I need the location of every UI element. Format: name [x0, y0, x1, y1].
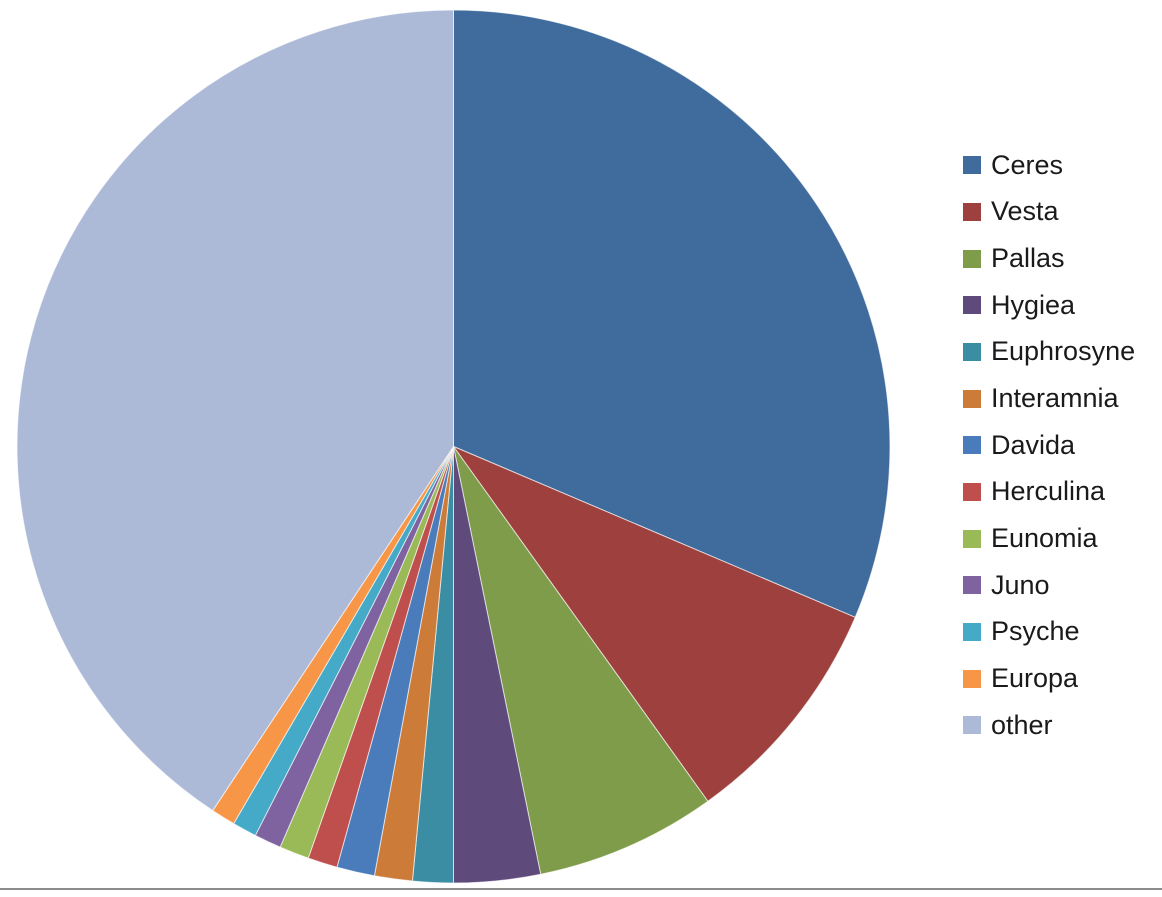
legend-item-other[interactable]: other [963, 702, 1135, 749]
legend-swatch-icon [963, 342, 981, 361]
legend-swatch-icon [963, 622, 981, 641]
pie-slice-ceres[interactable] [453, 9, 891, 618]
legend-item-label: Juno [991, 569, 1050, 600]
legend-swatch-icon [963, 249, 981, 268]
pie-slice-other[interactable] [16, 9, 454, 812]
legend-item-interamnia[interactable]: Interamnia [963, 375, 1135, 422]
legend-swatch-icon [963, 576, 981, 595]
legend-item-juno[interactable]: Juno [963, 562, 1135, 609]
legend-item-europa[interactable]: Europa [963, 655, 1135, 702]
legend-item-vesta[interactable]: Vesta [963, 189, 1135, 236]
legend-item-ceres[interactable]: Ceres [963, 142, 1135, 189]
legend-item-label: Hygiea [991, 289, 1076, 320]
legend-item-eunomia[interactable]: Eunomia [963, 515, 1135, 562]
legend-item-label: Davida [991, 429, 1076, 460]
pie-slice-pallas[interactable] [453, 446, 709, 875]
legend-item-davida[interactable]: Davida [963, 422, 1135, 469]
legend-item-label: Europa [991, 663, 1079, 694]
legend-item-hygiea[interactable]: Hygiea [963, 282, 1135, 329]
legend-swatch-icon [963, 296, 981, 315]
legend-swatch-icon [963, 482, 981, 501]
legend: Ceres Vesta Pallas Hygiea Euphrosyne Int… [963, 142, 1135, 749]
legend-swatch-icon [963, 529, 981, 548]
legend-item-pallas[interactable]: Pallas [963, 235, 1135, 282]
legend-item-label: Herculina [991, 476, 1106, 507]
legend-swatch-icon [963, 202, 981, 221]
legend-item-label: Euphrosyne [991, 336, 1136, 367]
legend-item-label: Vesta [991, 196, 1059, 227]
legend-item-psyche[interactable]: Psyche [963, 609, 1135, 656]
legend-item-label: other [991, 709, 1053, 740]
legend-swatch-icon [963, 389, 981, 408]
legend-item-label: Eunomia [991, 523, 1098, 554]
legend-item-label: Ceres [991, 149, 1064, 180]
legend-item-label: Interamnia [991, 383, 1119, 414]
legend-item-label: Psyche [991, 616, 1080, 647]
legend-item-euphrosyne[interactable]: Euphrosyne [963, 329, 1135, 376]
legend-swatch-icon [963, 669, 981, 688]
pie-chart [16, 9, 891, 884]
pie-slice-vesta[interactable] [453, 446, 856, 802]
legend-item-herculina[interactable]: Herculina [963, 469, 1135, 516]
legend-item-label: Pallas [991, 243, 1065, 274]
legend-swatch-icon [963, 436, 981, 455]
bottom-divider [0, 888, 1162, 890]
legend-swatch-icon [963, 716, 981, 735]
legend-swatch-icon [963, 156, 981, 175]
